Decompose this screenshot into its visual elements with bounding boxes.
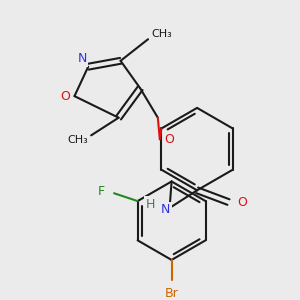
Text: CH₃: CH₃ (152, 29, 172, 39)
Text: O: O (237, 196, 247, 208)
Text: CH₃: CH₃ (67, 135, 88, 145)
Text: O: O (61, 90, 70, 103)
Text: N: N (161, 203, 170, 216)
Text: H: H (145, 197, 155, 211)
Text: N: N (78, 52, 87, 65)
Text: O: O (165, 133, 175, 146)
Text: F: F (98, 185, 105, 198)
Text: Br: Br (165, 287, 178, 300)
